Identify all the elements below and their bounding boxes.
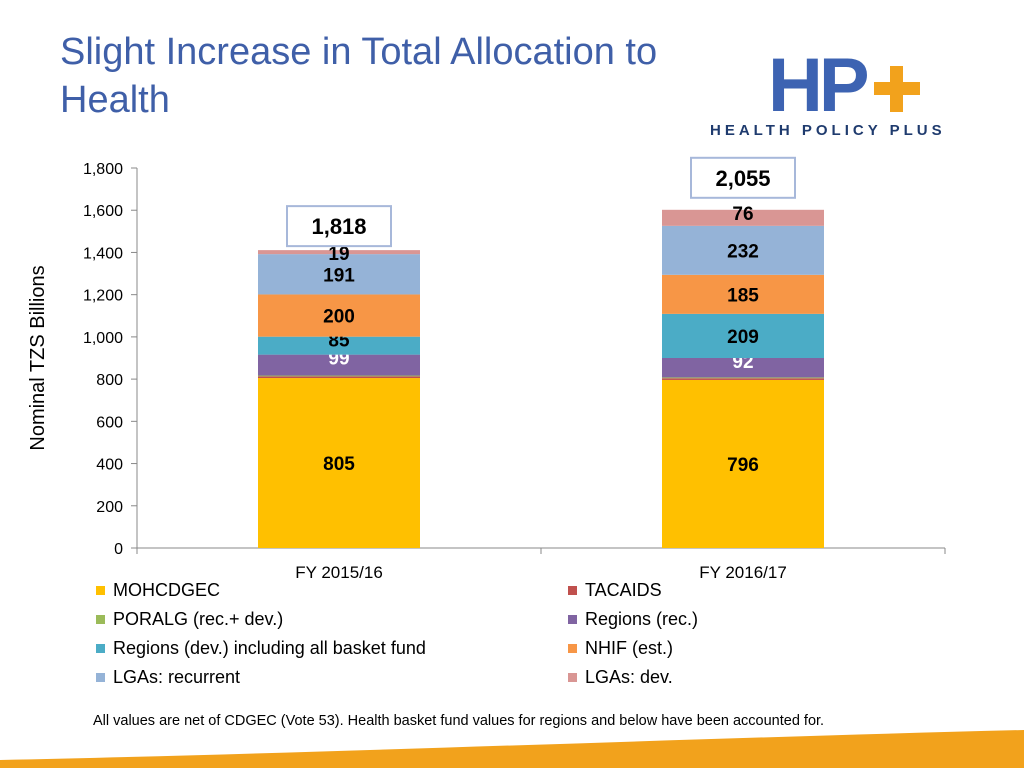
legend-label: NHIF (est.)	[585, 638, 673, 658]
legend-swatch	[96, 673, 105, 682]
legend-swatch	[568, 615, 577, 624]
legend-item: Regions (dev.) including all basket fund	[96, 638, 426, 659]
logo-mark: HP	[768, 43, 870, 128]
legend-swatch	[568, 673, 577, 682]
bar-segment	[258, 254, 420, 295]
y-tick-label: 800	[96, 372, 123, 389]
total-callout-box	[690, 156, 796, 199]
slide-title: Slight Increase in Total Allocation to H…	[60, 31, 658, 121]
total-label: 1,818	[311, 214, 366, 239]
data-label: 76	[732, 204, 753, 225]
bar-segment	[662, 209, 824, 226]
chart-legend: MOHCDGEC TACAIDS PORALG (rec.+ dev.) Region…	[96, 580, 996, 696]
bar-segment	[258, 294, 420, 337]
legend-item: NHIF (est.)	[568, 638, 673, 659]
x-tick-label: FY 2016/17	[699, 563, 787, 582]
legend-item: MOHCDGEC	[96, 580, 220, 601]
y-axis-title: Nominal TZS Billions	[27, 265, 49, 450]
legend-swatch	[568, 644, 577, 653]
data-label: 200	[323, 307, 355, 328]
legend-label: MOHCDGEC	[113, 580, 220, 600]
bar-segment	[258, 354, 420, 376]
bar-segment	[662, 379, 824, 548]
footnote: All values are net of CDGEC (Vote 53). H…	[93, 713, 825, 729]
legend-item: TACAIDS	[568, 580, 662, 601]
bar-segment	[662, 378, 824, 380]
total-callout-box	[286, 205, 392, 248]
y-tick-label: 1,800	[83, 161, 123, 178]
legend-label: TACAIDS	[585, 580, 662, 600]
y-tick-label: 1,400	[83, 245, 123, 262]
bar-segment	[258, 378, 420, 548]
data-label: 232	[727, 241, 759, 262]
bar-segment	[258, 375, 420, 377]
legend-label: Regions (dev.) including all basket fund	[113, 638, 426, 658]
data-label: 19	[328, 244, 349, 265]
legend-swatch	[568, 586, 577, 595]
legend-item: LGAs: recurrent	[96, 667, 240, 688]
data-label: 191	[323, 265, 355, 286]
data-label: 805	[323, 454, 355, 475]
legend-item: Regions (rec.)	[568, 609, 698, 630]
bar-segment	[258, 336, 420, 355]
legend-swatch	[96, 615, 105, 624]
legend-label: PORALG (rec.+ dev.)	[113, 609, 284, 629]
legend-item: PORALG (rec.+ dev.)	[96, 609, 283, 630]
legend-label: Regions (rec.)	[585, 609, 699, 629]
legend-label: LGAs: recurrent	[113, 667, 241, 687]
bar-segment	[662, 313, 824, 358]
bar-segment	[258, 376, 420, 379]
hp-plus-logo: HP HEALTH POLICY PLUS	[706, 40, 966, 150]
data-label: 796	[727, 455, 759, 476]
y-tick-label: 400	[96, 457, 123, 474]
legend-label: LGAs: dev.	[585, 667, 673, 687]
x-tick-label: FY 2015/16	[295, 563, 383, 582]
y-tick-label: 1,200	[83, 288, 123, 305]
y-tick-label: 200	[96, 499, 123, 516]
stacked-bar-chart: 0 200 400 600 800 1,000 1,200 1,400 1,600 1,800 No…	[27, 156, 946, 582]
bar-segment	[662, 358, 824, 378]
bar-segment	[258, 250, 420, 255]
data-label: 209	[727, 327, 759, 348]
logo-subtitle: HEALTH POLICY PLUS	[710, 122, 946, 139]
total-label: 2,055	[715, 166, 770, 191]
bar-segment	[662, 225, 824, 275]
bar-segment	[662, 274, 824, 314]
bar-segment	[662, 377, 824, 379]
data-label: 185	[727, 285, 759, 306]
y-tick-label: 0	[114, 541, 123, 558]
y-tick-label: 1,600	[83, 203, 123, 220]
y-tick-label: 600	[96, 414, 123, 431]
legend-swatch	[96, 644, 105, 653]
plus-icon	[874, 66, 920, 112]
legend-swatch	[96, 586, 105, 595]
y-tick-label: 1,000	[83, 330, 123, 347]
legend-item: LGAs: dev.	[568, 667, 673, 688]
decorative-swoosh	[0, 730, 1024, 768]
